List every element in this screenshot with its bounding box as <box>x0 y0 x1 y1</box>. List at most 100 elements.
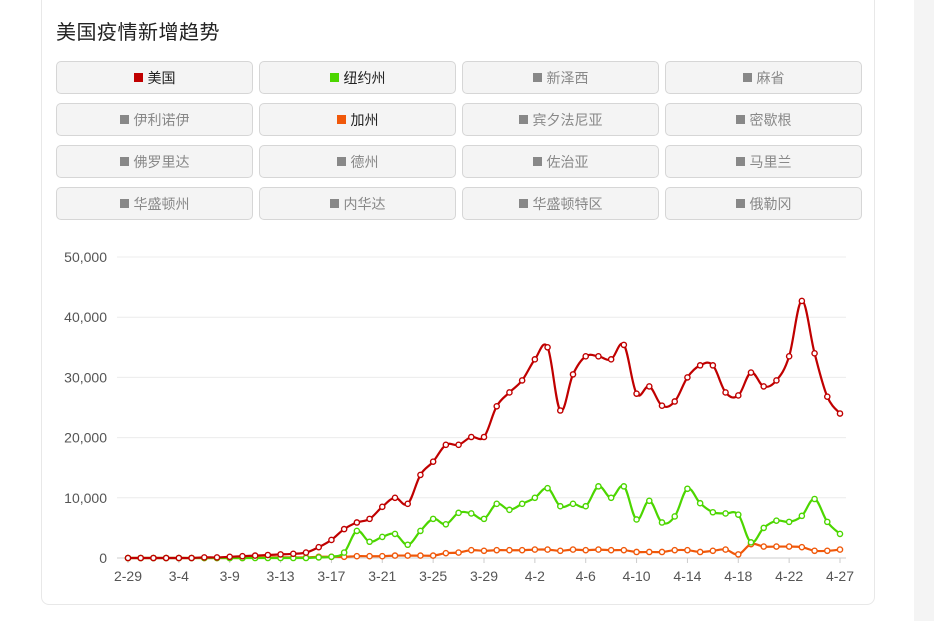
legend-label: 内华达 <box>343 196 386 213</box>
x-tick-label: 4-22 <box>775 568 803 584</box>
x-tick-label: 4-2 <box>525 568 545 584</box>
data-point <box>506 389 513 396</box>
data-point <box>417 552 424 559</box>
legend-toggle-button[interactable]: 华盛顿州 <box>56 187 253 220</box>
data-point <box>429 552 437 559</box>
legend-toggle-button[interactable]: 马里兰 <box>665 145 862 178</box>
legend-toggle-button[interactable]: 伊利诺伊 <box>56 103 253 136</box>
x-tick-label: 2-29 <box>114 568 142 584</box>
data-point <box>607 546 615 554</box>
legend-label: 华盛顿特区 <box>532 196 603 213</box>
legend-toggle-button[interactable]: 德州 <box>259 145 456 178</box>
data-point <box>188 554 195 562</box>
data-point <box>658 402 666 409</box>
data-point <box>823 518 831 526</box>
data-point <box>645 548 653 556</box>
legend-toggle-button[interactable]: 佛罗里达 <box>56 145 253 178</box>
x-tick-label: 3-29 <box>470 568 498 584</box>
y-tick-label: 20,000 <box>64 430 107 446</box>
data-point <box>467 510 475 517</box>
data-point <box>785 543 793 550</box>
data-point <box>582 353 590 360</box>
x-tick-label: 3-17 <box>317 568 345 584</box>
legend-label: 德州 <box>350 154 379 171</box>
legend-toggle-button[interactable]: 俄勒冈 <box>665 187 862 220</box>
data-point <box>442 549 450 557</box>
data-point <box>366 552 373 560</box>
legend-toggle-button[interactable]: 加州 <box>259 103 456 136</box>
legend-swatch-icon <box>119 157 129 166</box>
legend-toggle-button[interactable]: 新泽西 <box>462 61 659 94</box>
data-point <box>595 483 602 490</box>
data-point <box>798 297 806 305</box>
x-tick-label: 3-21 <box>368 568 396 584</box>
legend-toggle-button[interactable]: 佐治亚 <box>462 145 659 178</box>
page-scrollbar-track[interactable] <box>914 0 934 621</box>
data-point <box>760 383 768 390</box>
data-point <box>366 538 373 546</box>
data-point <box>582 546 590 554</box>
legend: 美国 纽约州 新泽西 麻省伊利诺伊 加州 宾夕法尼亚 密歇根佛罗里达 德州 佐治亚 马里兰华盛顿州… <box>56 61 862 220</box>
data-point <box>455 549 462 556</box>
data-point <box>544 484 551 492</box>
legend-toggle-button[interactable]: 华盛顿特区 <box>462 187 659 220</box>
x-tick-label: 4-6 <box>576 568 596 584</box>
data-point <box>518 500 526 508</box>
y-tick-label: 0 <box>99 550 107 566</box>
data-point <box>467 433 475 441</box>
data-point <box>633 516 640 523</box>
data-point <box>353 527 361 535</box>
data-point <box>823 393 831 400</box>
data-point <box>175 554 183 562</box>
legend-label: 马里兰 <box>749 154 792 171</box>
legend-swatch-icon <box>336 157 346 166</box>
data-point <box>480 547 488 555</box>
legend-toggle-button[interactable]: 密歇根 <box>665 103 862 136</box>
data-point <box>696 362 704 369</box>
data-point <box>684 374 691 381</box>
legend-toggle-button[interactable]: 纽约州 <box>259 61 456 94</box>
chart-card <box>41 0 875 605</box>
legend-toggle-button[interactable]: 内华达 <box>259 187 456 220</box>
data-point <box>404 500 412 508</box>
data-point <box>518 546 526 554</box>
legend-swatch-icon <box>329 73 339 82</box>
data-point <box>442 441 450 449</box>
data-point <box>785 353 793 360</box>
data-point <box>251 552 259 559</box>
data-point <box>391 552 399 559</box>
data-point <box>289 550 297 558</box>
legend-toggle-button[interactable]: 美国 <box>56 61 253 94</box>
legend-swatch-icon <box>735 199 745 208</box>
data-point <box>811 547 818 555</box>
legend-swatch-icon <box>742 73 752 82</box>
x-tick-label: 3-9 <box>220 568 240 584</box>
legend-label: 佐治亚 <box>546 154 589 171</box>
legend-swatch-icon <box>119 115 129 124</box>
legend-swatch-icon <box>336 115 346 124</box>
y-tick-label: 10,000 <box>64 490 107 506</box>
data-point <box>417 471 424 479</box>
data-point <box>506 546 513 554</box>
data-point <box>544 343 551 351</box>
data-point <box>671 513 679 520</box>
legend-toggle-button[interactable]: 麻省 <box>665 61 862 94</box>
legend-toggle-button[interactable]: 宾夕法尼亚 <box>462 103 659 136</box>
legend-label: 新泽西 <box>546 70 589 87</box>
legend-label: 加州 <box>350 112 379 129</box>
data-point <box>760 543 768 550</box>
data-point <box>493 402 501 410</box>
legend-label: 华盛顿州 <box>133 196 190 213</box>
data-point <box>747 369 755 376</box>
data-point <box>315 554 323 561</box>
data-point <box>823 547 831 555</box>
data-point <box>773 517 780 524</box>
data-point <box>684 546 691 554</box>
data-point <box>391 530 399 538</box>
legend-swatch-icon <box>735 157 745 166</box>
data-point <box>671 546 679 554</box>
data-point <box>595 546 602 553</box>
legend-swatch-icon <box>735 115 745 124</box>
data-point <box>556 547 564 555</box>
